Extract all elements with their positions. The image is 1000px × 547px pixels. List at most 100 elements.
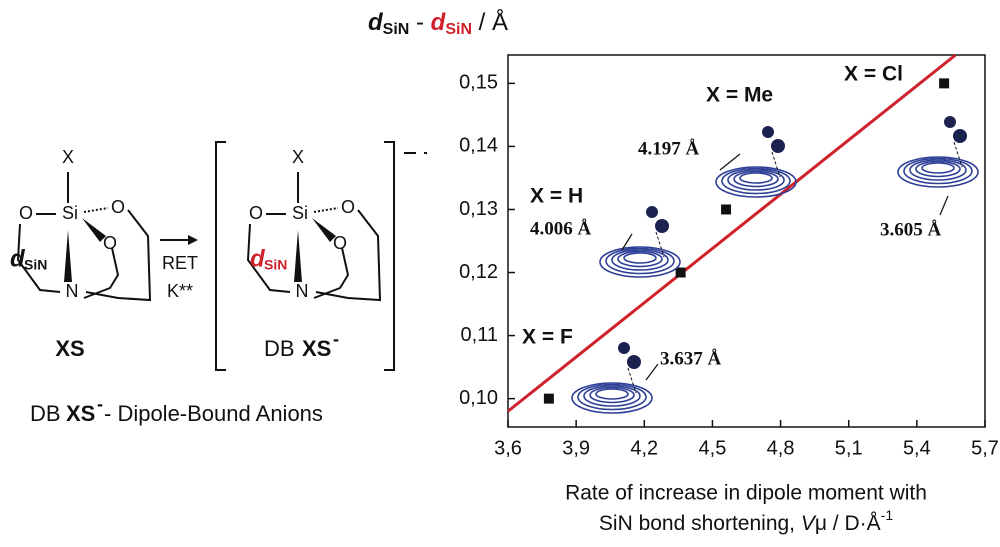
- x-tick-label: 5,4: [903, 437, 931, 459]
- atom: N: [66, 281, 79, 301]
- orbital-contour: [611, 249, 669, 271]
- atom: N: [296, 281, 309, 301]
- molecule-db: X O Si O O N d SiN DB XS -: [246, 147, 382, 361]
- x-tick-label: 5,1: [835, 437, 863, 459]
- orbital-contour: [589, 386, 635, 404]
- orbital-contour: [605, 247, 675, 275]
- distance-label: 4.197 Å: [638, 138, 700, 159]
- orbital-contour: [715, 166, 797, 198]
- compound-label: XS: [302, 336, 331, 361]
- orbital-contour: [921, 162, 955, 174]
- y-tick-label: 0,15: [459, 72, 498, 94]
- bracket: [215, 141, 226, 371]
- y-tick-label: 0,11: [461, 324, 498, 346]
- distance-label: 3.605 Å: [880, 219, 942, 240]
- molecule-sketch: [944, 116, 956, 128]
- molecule-sketch: [655, 219, 669, 233]
- x-title-part: μ / D·Å: [815, 512, 881, 535]
- molecule-sketch: [646, 206, 658, 218]
- x-tick-label: 3,9: [562, 437, 590, 459]
- x-tick-label: 4,5: [699, 437, 727, 459]
- orbital-contour: [577, 383, 647, 411]
- distance-label: 3.637 Å: [660, 348, 722, 369]
- compound-label: DB: [264, 336, 295, 361]
- d-sub: SiN: [264, 257, 287, 273]
- y-title-part: -: [409, 9, 430, 36]
- caption: XS: [66, 401, 95, 426]
- distance-label: 4.006 Å: [530, 218, 592, 239]
- orbital-contour: [733, 170, 779, 188]
- caption: -: [97, 394, 103, 414]
- orbital-contour: [617, 250, 663, 268]
- orbital-contour: [721, 167, 791, 195]
- y-axis-title: dSiN - dSiN / Å: [368, 8, 508, 38]
- annotation: X = F: [522, 326, 573, 349]
- annotation: X = Cl: [844, 63, 903, 86]
- bracket: [384, 141, 395, 371]
- molecule-sketch: [618, 342, 630, 354]
- d-label: d: [250, 245, 266, 272]
- molecule-sketch: [953, 129, 967, 143]
- orbital-contour: [595, 388, 629, 400]
- molecule-sketch: [771, 139, 785, 153]
- data-point: [543, 393, 554, 404]
- x-axis-title: SiN bond shortening, Vμ / D·Å-1: [599, 507, 893, 535]
- atom: O: [249, 203, 263, 223]
- x-axis-title: Rate of increase in dipole moment with: [565, 482, 927, 505]
- atom: O: [19, 203, 33, 223]
- orbital-contour: [727, 169, 785, 191]
- atom: X: [62, 147, 74, 167]
- y-tick-label: 0,12: [459, 261, 498, 283]
- data-point: [675, 267, 686, 278]
- annotation: X = Me: [706, 84, 773, 107]
- orbital-contour: [739, 172, 773, 184]
- distance-arrow: [621, 233, 633, 251]
- y-title-part: d: [431, 9, 447, 36]
- orbital-contour: [909, 159, 967, 181]
- y-title-part: d: [368, 9, 384, 36]
- caption: DB: [30, 401, 61, 426]
- orbital-contour: [583, 385, 641, 407]
- atom: Si: [292, 203, 308, 223]
- d-sub: SiN: [24, 257, 47, 273]
- charge: -: [333, 329, 339, 349]
- caption: - Dipole-Bound Anions: [104, 401, 323, 426]
- x-tick-label: 4,8: [767, 437, 795, 459]
- atom: O: [111, 197, 125, 217]
- d-label: d: [10, 245, 26, 272]
- orbital-contour: [623, 252, 657, 264]
- molecule-xs: X O Si O O N d SiN XS: [10, 147, 152, 361]
- x-tick-label: 3,6: [494, 437, 522, 459]
- orbital-contour: [571, 382, 653, 414]
- y-tick-label: 0,14: [459, 135, 498, 157]
- molecule-sketch: [771, 151, 781, 178]
- x-title-part: SiN bond shortening,: [599, 512, 801, 535]
- atom: O: [103, 233, 117, 253]
- molecule-sketch: [762, 126, 774, 138]
- atom: Si: [62, 203, 78, 223]
- arrow-label: RET: [162, 253, 198, 273]
- atom: O: [333, 233, 347, 253]
- atom: O: [341, 197, 355, 217]
- x-title-part: V: [801, 512, 817, 535]
- y-tick-label: 0,13: [459, 198, 498, 220]
- arrow-label: K**: [167, 281, 193, 301]
- orbital-contour: [915, 160, 961, 178]
- x-tick-label: 4,2: [630, 437, 658, 459]
- y-title-part: / Å: [472, 8, 508, 36]
- plot: 3,6 3,9 4,2 4,5 4,8 5,1 5,4 5,7 0,10 0,11 0,12 0,13…: [459, 53, 999, 459]
- data-point: [939, 78, 950, 89]
- x-tick-label: 5,7: [971, 437, 999, 459]
- y-title-part: SiN: [383, 21, 410, 38]
- fit-line: [507, 53, 957, 413]
- orbital-contour: [599, 246, 681, 278]
- molecule-sketch: [953, 141, 963, 168]
- molecule-sketch: [655, 231, 665, 258]
- orbital-contour: [903, 157, 973, 185]
- distance-arrow: [645, 363, 659, 381]
- plot-frame: [507, 54, 986, 428]
- x-title-part: -1: [881, 507, 894, 523]
- distance-arrow: [939, 195, 949, 216]
- molecule-sketch: [627, 367, 637, 394]
